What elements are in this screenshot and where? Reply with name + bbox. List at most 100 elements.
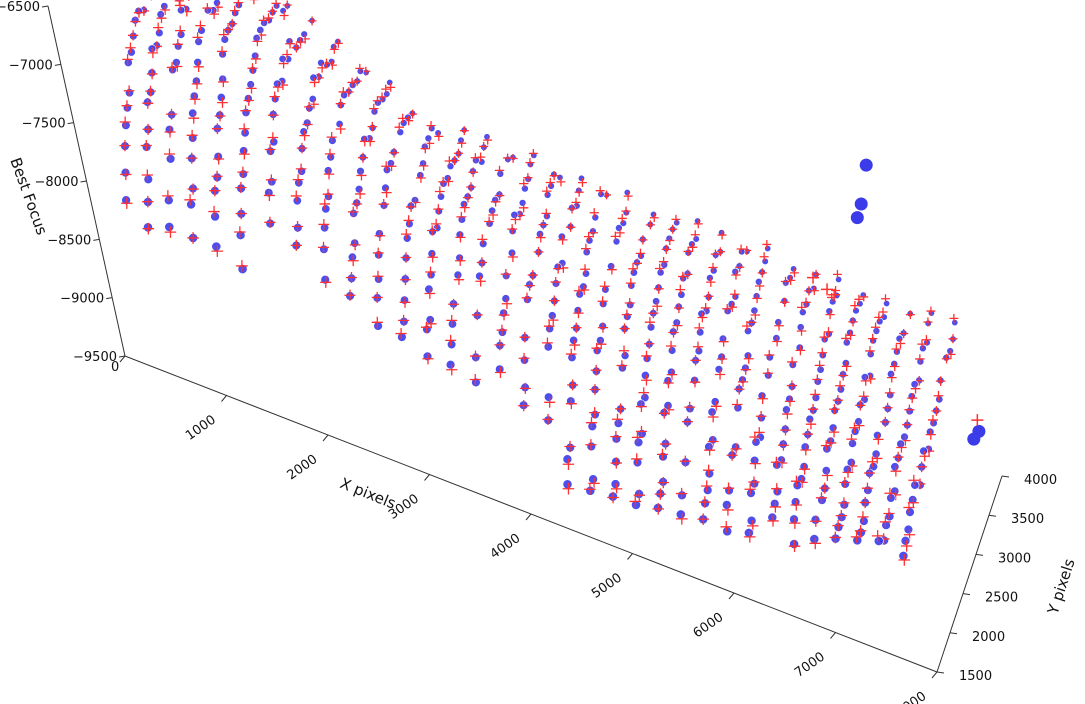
plus-point — [285, 38, 295, 49]
plus-point — [757, 393, 768, 404]
circle-point — [905, 507, 915, 517]
plus-point — [121, 100, 133, 112]
plus-point — [690, 355, 701, 366]
x-tick-label: 5000 — [589, 570, 625, 601]
circle-point — [121, 195, 131, 205]
plus-point — [833, 269, 842, 279]
plus-point — [406, 201, 417, 213]
plus-point — [585, 417, 598, 429]
plus-point — [318, 241, 329, 253]
plus-point — [882, 402, 893, 413]
plus-point — [434, 186, 445, 197]
circle-point — [459, 200, 468, 209]
plus-point — [654, 488, 667, 500]
plus-point — [307, 16, 317, 26]
circle-point — [633, 437, 644, 448]
x-tick-label: 8000 — [894, 689, 930, 704]
plus-point — [848, 317, 858, 327]
plus-point — [859, 292, 869, 302]
plus-point — [789, 268, 799, 278]
plus-point — [578, 178, 587, 188]
plus-point — [611, 413, 623, 425]
plus-point — [759, 252, 769, 262]
circle-point — [211, 241, 222, 252]
circle-point — [623, 189, 631, 197]
plus-point — [849, 422, 860, 433]
plus-point — [907, 393, 918, 404]
plus-point — [317, 63, 327, 73]
plus-point — [693, 219, 703, 229]
plus-point — [264, 144, 276, 155]
plus-point — [817, 347, 828, 358]
plus-point — [810, 389, 821, 400]
circle-point — [386, 159, 395, 168]
z-tick-label: −7500 — [22, 117, 66, 132]
plus-point — [299, 130, 310, 141]
plus-point — [595, 186, 605, 196]
plus-point — [638, 387, 650, 398]
circle-point — [816, 365, 825, 374]
circle-point — [518, 199, 527, 207]
plus-point — [782, 408, 793, 420]
plus-point — [320, 276, 332, 288]
circle-point — [850, 427, 860, 436]
plus-point — [400, 252, 412, 263]
plus-point — [229, 5, 240, 16]
circle-point — [841, 359, 850, 368]
plus-point — [188, 0, 190, 1]
plus-point — [240, 105, 251, 116]
plus-point — [742, 321, 752, 331]
plus-point — [574, 187, 584, 197]
circle-point — [860, 373, 869, 382]
circle-point — [910, 480, 920, 490]
plus-point — [767, 515, 779, 527]
circle-point — [694, 346, 704, 356]
plus-point — [690, 230, 700, 240]
plus-point — [699, 496, 711, 508]
circle-point — [402, 234, 412, 243]
circle-point — [216, 93, 226, 102]
plus-point — [496, 324, 508, 336]
circle-point — [279, 7, 287, 15]
plus-point — [296, 142, 308, 154]
circle-point — [751, 437, 761, 447]
plus-point — [841, 333, 851, 344]
plus-point — [666, 369, 678, 380]
plus-point — [335, 124, 346, 134]
plus-point — [378, 199, 389, 210]
outlier-plus-point — [821, 283, 834, 296]
plus-point — [757, 268, 767, 278]
plus-point — [658, 256, 669, 267]
plus-point — [323, 168, 335, 180]
plus-point — [828, 426, 840, 438]
plus-point — [457, 138, 467, 148]
plus-point — [589, 208, 599, 218]
circle-point — [710, 397, 720, 407]
plus-point — [445, 334, 457, 346]
plus-point — [850, 531, 863, 543]
y-axis-title: Y pixels — [1044, 556, 1079, 617]
plus-point — [610, 231, 621, 242]
plus-point — [579, 285, 590, 296]
x-tick-mark — [627, 553, 633, 560]
plus-point — [748, 476, 760, 488]
plus-point — [367, 121, 378, 132]
x-tick-mark — [525, 513, 532, 521]
circle-point — [374, 274, 384, 284]
plus-point — [787, 356, 798, 367]
circle-point — [585, 236, 594, 245]
outlier-circle-point — [850, 211, 864, 225]
plus-point — [618, 345, 630, 356]
circle-point — [156, 10, 165, 19]
plus-point — [860, 375, 871, 386]
plus-point — [542, 186, 552, 196]
plus-point — [565, 398, 577, 410]
circle-point — [579, 282, 588, 291]
plus-point — [237, 166, 249, 178]
x-tick-mark — [931, 671, 938, 679]
circle-point — [632, 457, 643, 468]
circle-point — [510, 210, 519, 219]
circle-point — [446, 162, 455, 170]
plus-point — [351, 198, 363, 210]
circle-point — [397, 332, 407, 342]
